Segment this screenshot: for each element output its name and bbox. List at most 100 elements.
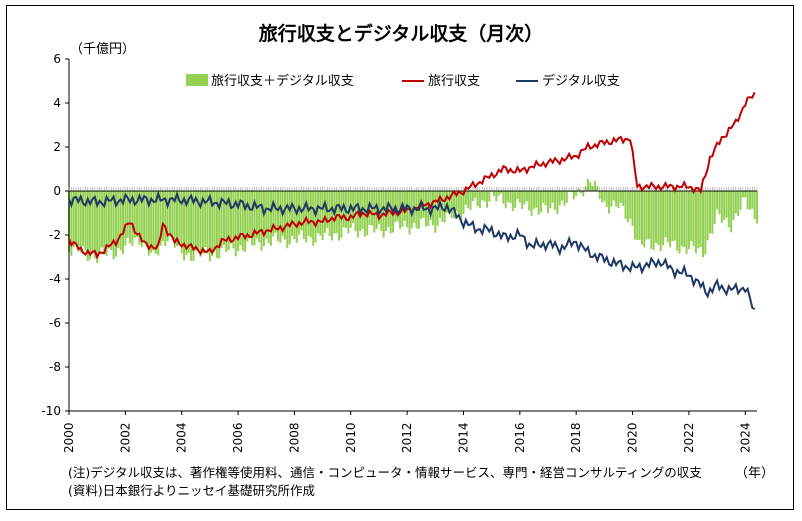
bar-total [626, 191, 629, 223]
bar-total [727, 191, 730, 228]
x-tick-label: 2014 [456, 422, 470, 453]
bar-total [328, 191, 331, 236]
bar-total [375, 191, 378, 230]
bar-total [319, 191, 322, 236]
bar-total [352, 191, 355, 223]
bar-total [502, 191, 505, 204]
bar-total [72, 191, 75, 248]
bar-total [178, 191, 181, 244]
bar-total [485, 191, 488, 208]
bar-total [312, 191, 315, 246]
bar-total [164, 191, 167, 246]
bar-total [103, 191, 106, 255]
bar-total [753, 191, 756, 220]
bar-total [476, 191, 479, 207]
bar-total [154, 191, 157, 254]
bar-total [516, 191, 519, 200]
bar-total [624, 191, 627, 219]
y-tick-label: 2 [53, 140, 61, 154]
bar-total [434, 191, 437, 233]
legend-label-travel: 旅行収支 [428, 74, 480, 89]
bar-total [143, 191, 146, 242]
bar-total [220, 191, 223, 248]
bar-total [457, 191, 460, 214]
bar-total [330, 191, 333, 241]
bar-total [84, 191, 87, 251]
bar-total [694, 191, 697, 253]
bar-total [467, 191, 470, 208]
bar-total [157, 191, 160, 256]
bar-total [544, 191, 547, 206]
bar-total [443, 191, 446, 223]
bar-total [373, 191, 376, 233]
bar-total [161, 191, 164, 242]
legend-label-total: 旅行収支＋デジタル収支 [211, 73, 354, 89]
bar-total [659, 191, 662, 252]
bar-total [408, 191, 411, 235]
bar-total [356, 191, 359, 238]
bar-total [652, 191, 655, 251]
bar-total [551, 191, 554, 203]
bar-total [453, 191, 456, 219]
bar-total [122, 191, 125, 254]
bar-total [734, 191, 737, 214]
bar-total [152, 191, 155, 251]
bar-total [166, 191, 169, 242]
bar-total [622, 191, 625, 206]
bar-total [589, 182, 592, 191]
x-tick-label: 2010 [344, 422, 358, 453]
bar-total [248, 191, 251, 239]
legend-swatch-total [186, 74, 208, 86]
bar-total [89, 191, 92, 260]
line-digital [68, 190, 756, 310]
x-tick-label: 2020 [626, 422, 640, 453]
bar-total [237, 191, 240, 252]
bar-total [246, 191, 249, 242]
bar-total [518, 191, 521, 203]
x-axis-unit: （年） [735, 466, 775, 481]
bar-total [655, 191, 658, 243]
bar-total [701, 191, 704, 258]
bar-total [704, 191, 707, 255]
bar-total [629, 191, 632, 219]
bar-total [258, 191, 261, 243]
bar-total [269, 191, 272, 246]
bar-total [565, 191, 568, 203]
bar-total [107, 191, 110, 249]
bar-total [267, 191, 270, 244]
bar-total [610, 191, 613, 207]
bar-total [396, 191, 399, 222]
bar-total [469, 191, 472, 211]
bar-total [77, 191, 80, 252]
bar-total [173, 191, 176, 248]
bar-total [521, 191, 524, 209]
bar-total [204, 191, 207, 248]
bar-total [190, 191, 193, 261]
bar-total [79, 191, 82, 253]
bar-total [474, 191, 477, 198]
bar-total [86, 191, 89, 261]
y-tick-label: -10 [41, 404, 61, 418]
bar-total [183, 191, 186, 261]
x-tick-label: 2012 [400, 422, 414, 453]
bar-total [556, 191, 559, 215]
bar-total [368, 191, 371, 225]
bar-total [234, 191, 237, 257]
bar-total [509, 191, 512, 204]
bar-total [539, 191, 542, 213]
bar-total [185, 191, 188, 256]
bar-total [488, 191, 491, 202]
bar-total [455, 191, 458, 212]
bar-total [636, 191, 639, 240]
chart-frame [6, 5, 794, 510]
bar-total [741, 191, 744, 198]
bar-total [192, 191, 195, 262]
bar-total [608, 191, 611, 214]
bar-total [140, 191, 143, 248]
bar-total [117, 191, 120, 248]
bar-total [713, 191, 716, 224]
bar-total [530, 191, 533, 216]
bar-total [723, 191, 726, 220]
bar-total [230, 191, 233, 244]
bar-total [676, 191, 679, 251]
